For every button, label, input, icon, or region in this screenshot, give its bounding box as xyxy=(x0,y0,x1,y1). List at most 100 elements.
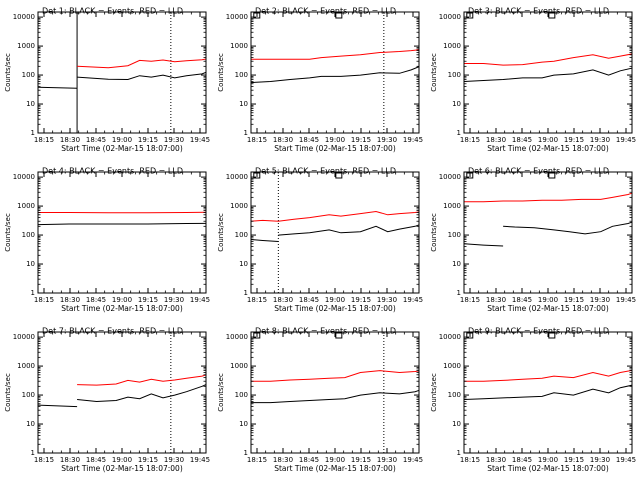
x-tick-label: 19:15 xyxy=(564,296,584,304)
x-tick-label: 19:30 xyxy=(590,136,610,144)
x-axis-label: Start Time (02-Mar-15 18:07:00) xyxy=(274,304,396,313)
x-tick-label: 19:15 xyxy=(351,296,371,304)
y-tick-label: 10 xyxy=(239,420,248,428)
plot-area xyxy=(464,53,632,82)
x-tick-label: 18:30 xyxy=(60,136,80,144)
x-tick-label: 18:15 xyxy=(34,296,54,304)
y-tick-label: 10 xyxy=(452,420,461,428)
lld-series-line xyxy=(77,58,206,69)
x-tick-label: 18:30 xyxy=(60,296,80,304)
x-tick-label: 19:30 xyxy=(164,136,184,144)
y-tick-label: 10 xyxy=(239,260,248,268)
y-tick-label: 1000 xyxy=(443,42,461,50)
y-tick-label: 100 xyxy=(22,391,35,399)
flag-box-marker xyxy=(548,12,556,19)
x-tick-label: 19:00 xyxy=(325,456,345,464)
y-tick-label: 1000 xyxy=(17,362,35,370)
y-axis-label: Counts/sec xyxy=(4,373,12,412)
x-tick-label: 18:45 xyxy=(86,456,106,464)
y-tick-label: 1 xyxy=(31,289,35,297)
y-tick-label: 1000 xyxy=(230,42,248,50)
y-tick-label: 100 xyxy=(235,71,248,79)
panel-det-1: Det 1: BLACK = Events, RED = LLD 1 10 100 10… xyxy=(4,7,343,153)
panel-det-8: Det 8: BLACK = Events, RED = LLD 1 10 100 10… xyxy=(217,327,556,473)
flag-box-marker xyxy=(548,172,556,179)
y-tick-label: 100 xyxy=(235,391,248,399)
panel-title: Det 8: BLACK = Events, RED = LLD xyxy=(255,327,396,336)
y-tick-label: 1 xyxy=(244,289,248,297)
x-tick-label: 18:45 xyxy=(512,296,532,304)
x-tick-label: 18:30 xyxy=(273,296,293,304)
x-axis-label: Start Time (02-Mar-15 18:07:00) xyxy=(274,144,396,153)
y-tick-label: 10000 xyxy=(439,173,461,181)
x-tick-label: 18:15 xyxy=(34,136,54,144)
y-axis-label: Counts/sec xyxy=(217,53,225,92)
x-tick-label: 19:00 xyxy=(538,456,558,464)
plot-area xyxy=(38,332,206,453)
x-tick-label: 18:45 xyxy=(512,456,532,464)
panel-det-5: Det 5: BLACK = Events, RED = LLD 1 10 100 10… xyxy=(217,167,556,313)
x-tick-label: 18:15 xyxy=(460,456,480,464)
x-tick-label: 19:15 xyxy=(351,456,371,464)
x-tick-label: 19:45 xyxy=(616,456,636,464)
x-tick-label: 18:15 xyxy=(247,456,267,464)
x-tick-label: 18:15 xyxy=(247,136,267,144)
x-tick-label: 19:30 xyxy=(590,456,610,464)
x-tick-label: 19:45 xyxy=(190,296,210,304)
y-axis-label: Counts/sec xyxy=(430,373,438,412)
events-series-line xyxy=(38,86,78,89)
y-tick-label: 1 xyxy=(244,449,248,457)
lld-series-line xyxy=(38,211,206,214)
y-axis-label: Counts/sec xyxy=(430,53,438,92)
x-tick-label: 19:00 xyxy=(112,136,132,144)
axes-frame xyxy=(37,11,207,134)
y-axis-label: Counts/sec xyxy=(217,213,225,252)
events-series-line xyxy=(464,67,632,82)
x-tick-label: 19:15 xyxy=(138,136,158,144)
panel-det-3: Det 3: BLACK = Events, RED = LLD 1 10 100 10… xyxy=(430,7,636,154)
x-tick-label: 19:30 xyxy=(590,296,610,304)
y-tick-label: 1000 xyxy=(443,202,461,210)
x-tick-label: 18:45 xyxy=(86,136,106,144)
axes-frame xyxy=(37,331,207,454)
y-axis-label: Counts/sec xyxy=(217,373,225,412)
lld-series-line xyxy=(251,210,419,222)
y-tick-label: 10000 xyxy=(226,333,248,341)
x-tick-label: 19:00 xyxy=(325,136,345,144)
x-tick-label: 19:45 xyxy=(616,136,636,144)
y-tick-label: 10 xyxy=(26,420,35,428)
events-series-line xyxy=(503,221,632,235)
x-tick-label: 18:30 xyxy=(486,136,506,144)
y-tick-label: 10000 xyxy=(226,173,248,181)
x-tick-label: 19:45 xyxy=(403,136,423,144)
y-tick-label: 1 xyxy=(31,129,35,137)
x-tick-label: 18:30 xyxy=(273,456,293,464)
x-axis-label: Start Time (02-Mar-15 18:07:00) xyxy=(487,304,609,313)
x-tick-label: 19:00 xyxy=(112,296,132,304)
panel-det-9: Det 9: BLACK = Events, RED = LLD 1 10 100 10… xyxy=(430,327,636,474)
x-tick-label: 18:30 xyxy=(486,296,506,304)
y-tick-label: 10 xyxy=(26,260,35,268)
y-tick-label: 100 xyxy=(448,71,461,79)
y-axis-label: Counts/sec xyxy=(430,213,438,252)
x-tick-label: 19:15 xyxy=(351,136,371,144)
y-axis-label: Counts/sec xyxy=(4,213,12,252)
x-tick-label: 19:00 xyxy=(325,296,345,304)
y-tick-label: 1 xyxy=(31,449,35,457)
x-axis-label: Start Time (02-Mar-15 18:07:00) xyxy=(274,464,396,473)
flag-box-marker xyxy=(335,12,343,19)
panel-det-6: Det 6: BLACK = Events, RED = LLD 1 10 100 10… xyxy=(430,167,636,314)
y-tick-label: 10 xyxy=(452,260,461,268)
events-series-line xyxy=(38,404,78,408)
panel-title: Det 7: BLACK = Events, RED = LLD xyxy=(42,327,183,336)
x-axis-label: Start Time (02-Mar-15 18:07:00) xyxy=(61,144,183,153)
lld-series-line xyxy=(251,49,419,60)
panel-title: Det 9: BLACK = Events, RED = LLD xyxy=(468,327,609,336)
axes-frame xyxy=(37,171,207,294)
x-tick-label: 19:45 xyxy=(190,136,210,144)
x-tick-label: 19:00 xyxy=(538,296,558,304)
x-tick-label: 19:45 xyxy=(403,456,423,464)
x-tick-label: 18:45 xyxy=(299,296,319,304)
x-tick-label: 19:30 xyxy=(164,296,184,304)
